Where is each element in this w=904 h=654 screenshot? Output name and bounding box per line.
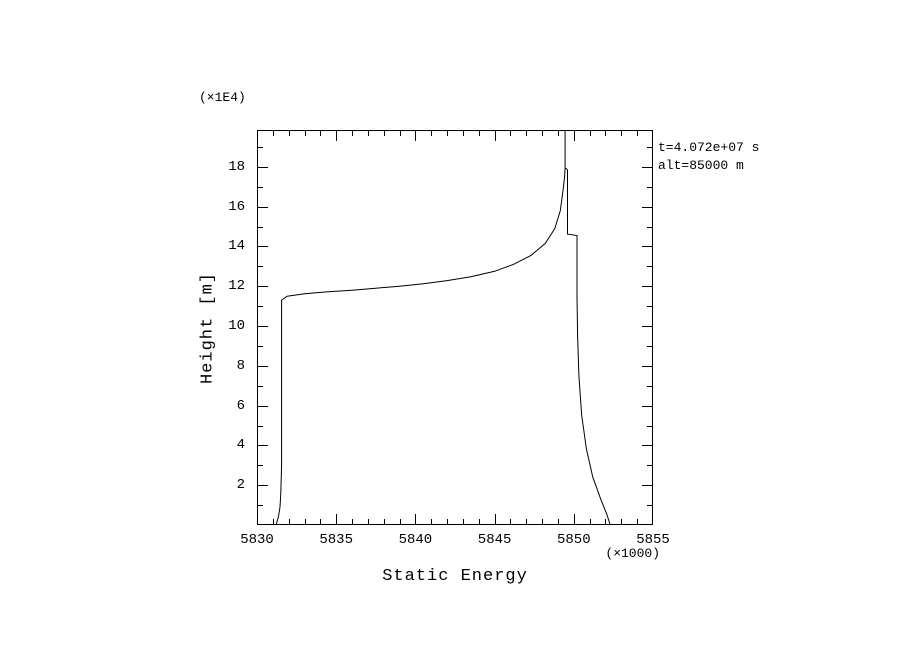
y-tick-label: 12 [228,278,245,295]
annotation-altitude: alt=85000 m [658,158,744,173]
y-tick-label: 16 [228,198,245,215]
curve-profile-left [275,167,566,525]
y-tick-label: 8 [236,357,245,374]
x-tick-label: 5845 [477,532,512,548]
x-tick-label: 5830 [240,532,274,548]
chart-canvas [257,130,653,525]
plot-area [257,130,653,525]
x-tick-label: 5835 [319,532,353,548]
y-tick-label: 4 [236,437,245,454]
y-tick-label: 10 [228,318,245,334]
x-tick-label: 5850 [556,532,591,548]
y-tick-label: 18 [228,158,245,175]
y-tick-label: 14 [228,238,245,255]
x-tick-label: 5840 [398,532,433,548]
y-tick-label: 6 [236,397,245,414]
y-axis-unit-note: (×1E4) [199,90,246,105]
plot-frame [257,130,653,525]
annotation-time: t=4.072e+07 s [658,140,760,155]
x-axis-unit-note: (×1000) [605,546,660,561]
x-tick-label: 5855 [636,532,670,548]
curve-profile-right [564,130,611,525]
x-axis-title: Static Energy [382,567,528,586]
y-tick-label: 2 [236,477,245,494]
